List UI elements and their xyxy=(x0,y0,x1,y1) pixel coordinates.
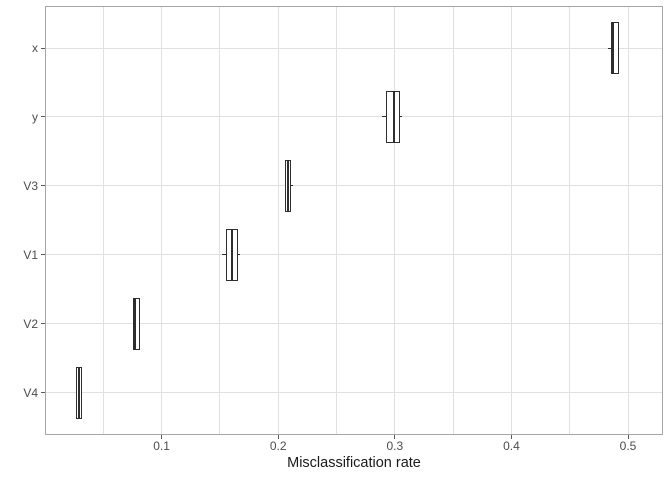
gridline-vertical xyxy=(277,7,279,434)
y-axis-tick-label: V3 xyxy=(23,178,38,193)
boxplot-whisker-low xyxy=(608,47,613,49)
plot-panel xyxy=(45,6,663,435)
gridline-horizontal xyxy=(46,47,662,49)
gridline-vertical xyxy=(452,7,454,434)
gridline-horizontal xyxy=(46,392,662,393)
boxplot-whisker-high xyxy=(237,254,240,256)
x-axis-tick xyxy=(627,435,629,439)
boxplot-median xyxy=(134,298,137,349)
boxplot-median xyxy=(287,160,290,211)
y-axis-tick-label: y xyxy=(32,109,38,124)
gridline-vertical xyxy=(627,7,629,434)
x-axis-tick-label: 0.1 xyxy=(153,439,170,453)
boxplot-median xyxy=(77,367,80,418)
y-axis-tick-label: x xyxy=(32,41,38,55)
y-axis-tick-label: V4 xyxy=(23,385,38,400)
x-axis-title: Misclassification rate xyxy=(287,455,421,471)
x-axis-tick-label: 0.2 xyxy=(269,439,287,453)
y-axis-tick xyxy=(41,254,45,256)
gridline-vertical xyxy=(569,7,571,434)
gridline-horizontal xyxy=(46,185,662,187)
x-axis-tick xyxy=(277,435,279,439)
y-axis-tick xyxy=(41,47,45,49)
x-axis-tick xyxy=(510,435,512,439)
gridline-horizontal xyxy=(46,116,662,118)
boxplot-whisker-low xyxy=(221,254,228,256)
y-axis-tick-label: V2 xyxy=(23,316,38,331)
y-axis-tick xyxy=(41,323,45,325)
boxplot-whisker-high xyxy=(398,116,403,118)
y-axis-tick xyxy=(41,116,45,118)
x-axis-tick-label: 0.4 xyxy=(503,439,520,453)
gridline-vertical xyxy=(510,7,512,434)
y-axis-tick xyxy=(41,185,45,187)
gridline-vertical xyxy=(102,7,104,434)
y-axis-tick xyxy=(41,392,45,393)
x-axis-tick-label: 0.3 xyxy=(386,439,404,453)
x-axis-tick xyxy=(161,435,163,439)
gridline-vertical xyxy=(394,7,396,434)
boxplot-whisker-high xyxy=(290,185,293,187)
boxplot-median xyxy=(392,91,395,142)
boxplot-median xyxy=(231,229,234,280)
x-axis-tick-label: 0.5 xyxy=(619,439,637,453)
y-axis-tick-label: V1 xyxy=(23,247,38,262)
x-axis-tick xyxy=(394,435,396,439)
gridline-horizontal xyxy=(46,323,662,325)
gridline-vertical xyxy=(219,7,221,434)
gridline-vertical xyxy=(336,7,337,434)
gridline-vertical xyxy=(161,7,163,434)
boxplot-whisker-low xyxy=(381,116,388,118)
boxplot-box xyxy=(611,22,620,74)
gridline-horizontal xyxy=(46,254,662,256)
boxplot-median xyxy=(612,23,615,73)
